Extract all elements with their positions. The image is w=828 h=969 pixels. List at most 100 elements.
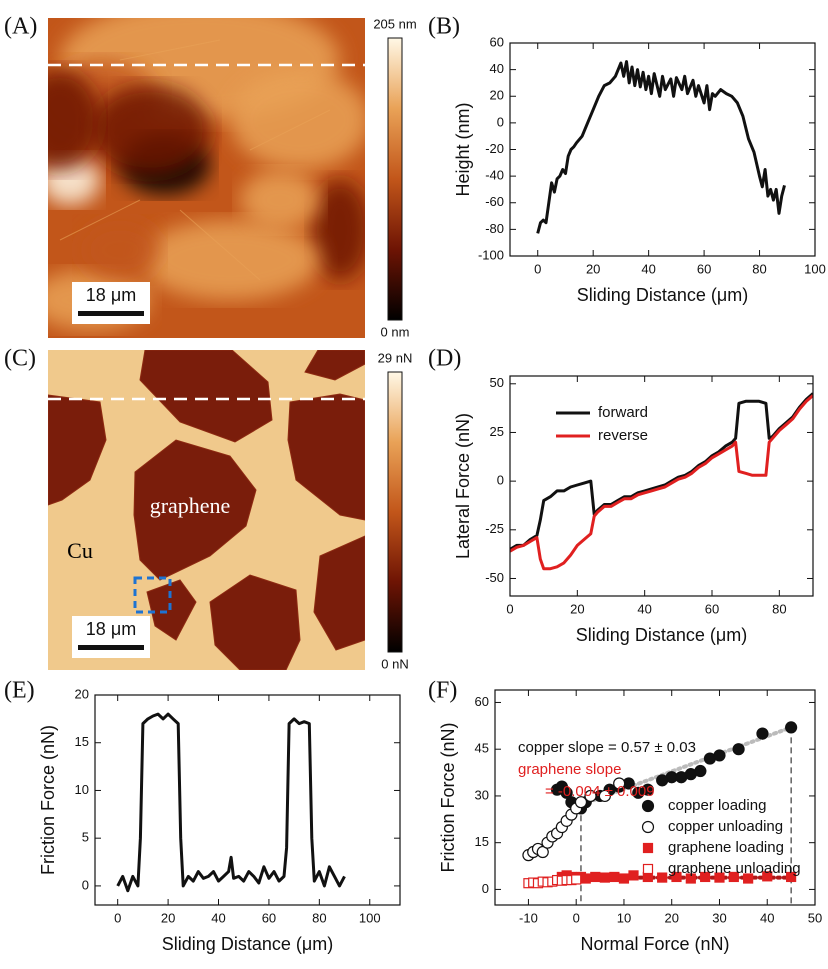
x-tick-label: 80 xyxy=(772,601,786,616)
x-tick-label: 100 xyxy=(804,261,826,276)
grain-edge xyxy=(119,39,221,61)
y-tick-label: 60 xyxy=(490,34,504,49)
scale-bar-box xyxy=(72,616,150,658)
data-point xyxy=(641,799,655,813)
data-point xyxy=(762,871,773,882)
data-point xyxy=(700,871,711,883)
scale-bar xyxy=(78,311,144,316)
x-axis-label: Sliding Distance (μm) xyxy=(162,934,333,954)
graphene-flake xyxy=(313,535,365,651)
data-point xyxy=(560,786,573,799)
colorbar-tick-label: 0 nN xyxy=(381,656,408,671)
plot-frame xyxy=(494,689,816,906)
y-tick-label: 15 xyxy=(475,834,489,849)
data-point xyxy=(671,871,682,883)
annotation: copper slope = 0.57 ± 0.03 xyxy=(518,739,696,756)
data-point xyxy=(685,873,696,884)
x-tick-label: 40 xyxy=(760,910,774,925)
x-tick-label: 40 xyxy=(211,910,225,925)
y-tick-label: 50 xyxy=(490,375,504,390)
annotation: Cu xyxy=(67,538,93,563)
scale-bar xyxy=(78,645,144,650)
data-point xyxy=(694,764,707,778)
height-feature xyxy=(80,220,160,280)
data-point xyxy=(756,727,769,740)
panel-label: (D) xyxy=(428,346,461,372)
y-tick-label: 10 xyxy=(75,782,89,797)
height-feature xyxy=(230,70,365,170)
grain-edge xyxy=(59,199,141,241)
y-tick-label: 15 xyxy=(75,734,89,749)
graphene-flake xyxy=(209,574,301,670)
x-tick-label: 60 xyxy=(705,601,719,616)
x-tick-label: 10 xyxy=(617,910,631,925)
height-feature xyxy=(90,85,210,175)
data-point xyxy=(786,871,797,883)
y-tick-label: -50 xyxy=(485,570,504,585)
y-tick-label: 20 xyxy=(490,88,504,103)
y-axis-label: Height (nm) xyxy=(453,102,473,196)
x-tick-label: 60 xyxy=(262,910,276,925)
graphene-flake xyxy=(304,350,365,381)
y-tick-label: -80 xyxy=(485,221,504,236)
graphene-flake xyxy=(48,394,107,506)
plot-area xyxy=(522,721,798,905)
legend-label: reverse xyxy=(598,427,648,444)
x-axis-label: Normal Force (nN) xyxy=(580,934,729,954)
grain-edge xyxy=(179,209,261,281)
plot-frame xyxy=(509,375,814,597)
plot-frame xyxy=(94,694,401,906)
y-tick-label: 0 xyxy=(497,114,504,129)
x-tick-label: 0 xyxy=(534,261,541,276)
height-feature xyxy=(140,220,320,300)
panel-label: (A) xyxy=(4,14,37,40)
panel-label: (E) xyxy=(4,678,35,704)
colorbar-tick-label: 0 nm xyxy=(381,324,410,339)
y-tick-label: 30 xyxy=(475,787,489,802)
data-line xyxy=(116,712,346,893)
y-tick-label: 20 xyxy=(75,686,89,701)
data-line xyxy=(536,60,786,234)
y-tick-label: -20 xyxy=(485,141,504,156)
scale-bar-box xyxy=(72,282,150,324)
x-tick-label: 20 xyxy=(161,910,175,925)
plot-area xyxy=(510,392,813,571)
data-point xyxy=(728,871,739,883)
x-tick-label: -10 xyxy=(519,910,538,925)
data-point xyxy=(732,743,745,756)
y-axis-label: Lateral Force (nN) xyxy=(453,413,473,559)
height-feature xyxy=(310,180,365,280)
data-point xyxy=(713,749,726,762)
grain-edge xyxy=(249,109,331,151)
colorbar-tick-label: 29 nN xyxy=(378,350,413,365)
y-tick-label: 0 xyxy=(497,473,504,488)
legend-label: copper loading xyxy=(668,797,766,814)
data-point xyxy=(785,721,798,734)
x-axis-label: Sliding Distance (μm) xyxy=(576,625,747,645)
plot-frame xyxy=(509,42,816,257)
plot-area xyxy=(116,712,346,893)
graphene-flake xyxy=(139,350,273,443)
legend-label: graphene unloading xyxy=(668,860,801,877)
y-tick-label: -100 xyxy=(478,247,504,262)
panel-label: (C) xyxy=(4,346,36,372)
data-point xyxy=(714,872,725,883)
data-point xyxy=(743,873,754,884)
data-point xyxy=(580,873,591,884)
data-point xyxy=(598,789,611,803)
x-tick-label: 30 xyxy=(712,910,726,925)
scale-bar-label: 18 μm xyxy=(86,619,136,639)
x-tick-label: 0 xyxy=(114,910,121,925)
x-tick-label: 0 xyxy=(506,601,513,616)
data-point xyxy=(584,789,597,803)
x-tick-label: 40 xyxy=(637,601,651,616)
annotation: graphene xyxy=(150,493,231,518)
plot-area xyxy=(536,60,786,234)
graphene-flake xyxy=(287,393,365,521)
graphene-flake xyxy=(133,439,257,581)
data-line xyxy=(510,394,813,571)
data-point xyxy=(628,870,639,881)
y-tick-label: 60 xyxy=(475,694,489,709)
x-tick-label: 0 xyxy=(573,910,580,925)
panel-label: (F) xyxy=(428,678,457,704)
